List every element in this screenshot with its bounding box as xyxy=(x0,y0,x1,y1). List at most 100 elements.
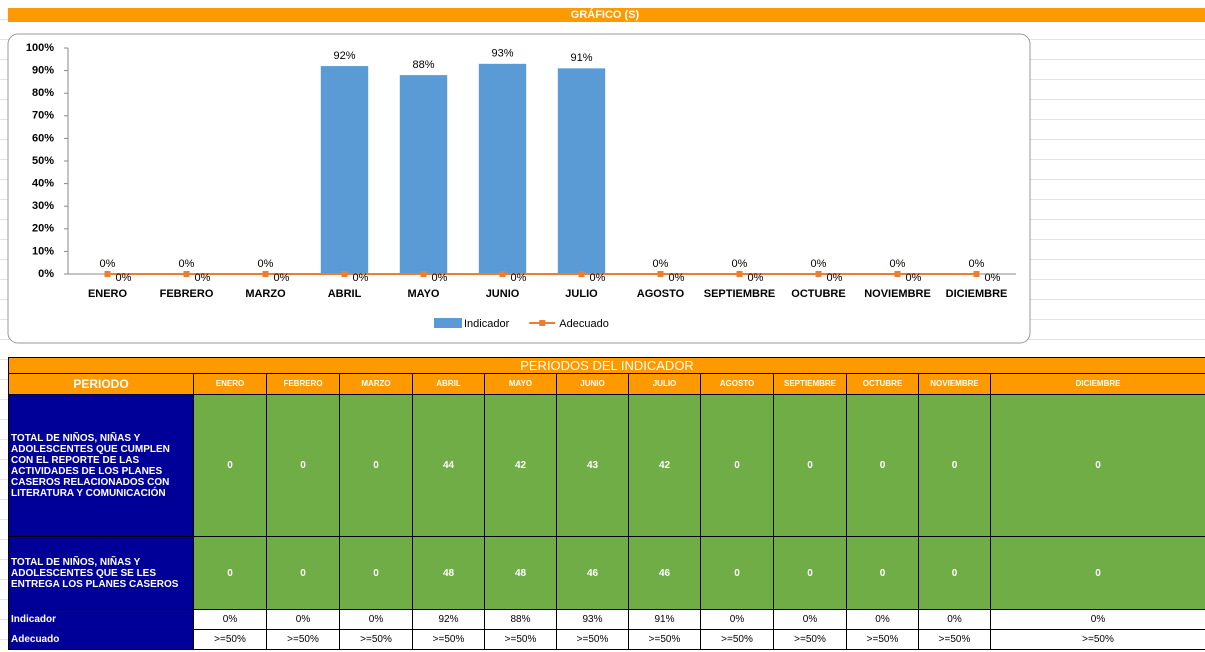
marker xyxy=(262,271,269,277)
data-label: 88% xyxy=(412,59,434,71)
cell: >=50% xyxy=(700,629,774,650)
marker xyxy=(815,271,822,277)
cell: 0% xyxy=(918,609,991,630)
column-header: OCTUBRE xyxy=(846,373,919,395)
cell: >=50% xyxy=(556,629,629,650)
data-label: 0% xyxy=(432,272,448,284)
x-tick-label: OCTUBRE xyxy=(791,288,845,300)
cell: 0 xyxy=(773,394,847,537)
column-header: JULIO xyxy=(628,373,701,395)
cell: 0% xyxy=(773,609,847,630)
x-tick-label: ENERO xyxy=(88,288,128,300)
data-label: 0% xyxy=(195,272,211,284)
data-label: 0% xyxy=(669,272,685,284)
y-tick-label: 90% xyxy=(32,65,54,77)
column-header: MARZO xyxy=(339,373,413,395)
marker xyxy=(973,271,980,277)
cell: 0 xyxy=(266,394,340,537)
bar xyxy=(557,68,606,274)
cell: 42 xyxy=(628,394,701,537)
cell: 92% xyxy=(412,609,485,630)
row-label: TOTAL DE NIÑOS, NIÑAS Y ADOLESCENTES QUE… xyxy=(8,394,194,537)
cell: 0 xyxy=(846,536,919,610)
cell: 91% xyxy=(628,609,701,630)
cell: 0% xyxy=(700,609,774,630)
x-tick-label: JUNIO xyxy=(486,288,520,300)
column-header: SEPTIEMBRE xyxy=(773,373,847,395)
cell: 0 xyxy=(846,394,919,537)
legend-swatch xyxy=(539,320,546,326)
header-row: PERIODO ENERO FEBRERO MARZO ABRIL MAYO JUNIO JU… xyxy=(8,373,1205,395)
marker xyxy=(341,271,348,277)
cell: >=50% xyxy=(193,629,267,650)
bar xyxy=(478,63,527,274)
data-label: 0% xyxy=(353,272,369,284)
chart-title: GRÁFICO (S) xyxy=(571,8,640,21)
bar xyxy=(320,66,369,274)
x-tick-label: NOVIEMBRE xyxy=(864,288,931,300)
row-label: Indicador xyxy=(8,609,194,630)
data-label: 0% xyxy=(258,258,274,270)
marker xyxy=(736,271,743,277)
cell: 0 xyxy=(339,536,413,610)
column-header: DICIEMBRE xyxy=(989,373,1205,395)
table-row: TOTAL DE NIÑOS, NIÑAS Y ADOLESCENTES QUE… xyxy=(8,536,1205,610)
y-tick-label: 100% xyxy=(26,42,54,54)
data-label: 0% xyxy=(511,272,527,284)
cell: 46 xyxy=(628,536,701,610)
cell: 43 xyxy=(556,394,629,537)
cell: 0 xyxy=(989,394,1205,537)
column-header: ABRIL xyxy=(412,373,485,395)
row-label: TOTAL DE NIÑOS, NIÑAS Y ADOLESCENTES QUE… xyxy=(8,536,194,610)
data-label: 0% xyxy=(100,258,116,270)
data-label: 0% xyxy=(748,272,764,284)
data-label: 0% xyxy=(985,272,1001,284)
legend-swatch xyxy=(434,318,462,328)
data-label: 0% xyxy=(653,258,669,270)
x-tick-label: FEBRERO xyxy=(160,288,214,300)
legend-label: Adecuado xyxy=(559,318,609,330)
cell: 48 xyxy=(484,536,557,610)
cell: >=50% xyxy=(628,629,701,650)
cell: >=50% xyxy=(412,629,485,650)
column-header: ENERO xyxy=(193,373,267,395)
marker xyxy=(183,271,190,277)
cell: 0% xyxy=(339,609,413,630)
row-label: Adecuado xyxy=(8,629,194,650)
cell: 0 xyxy=(989,536,1205,610)
data-label: 0% xyxy=(827,272,843,284)
cell: 0 xyxy=(918,394,991,537)
y-tick-label: 70% xyxy=(32,110,54,122)
marker xyxy=(578,271,585,277)
column-header: MAYO xyxy=(484,373,557,395)
column-header: PERIODO xyxy=(8,373,194,395)
column-header: AGOSTO xyxy=(700,373,774,395)
cell: 0 xyxy=(193,536,267,610)
y-tick-label: 30% xyxy=(32,200,54,212)
data-label: 0% xyxy=(116,272,132,284)
x-tick-label: ABRIL xyxy=(328,288,362,300)
cell: 0 xyxy=(700,394,774,537)
cell: >=50% xyxy=(266,629,340,650)
cell: 0 xyxy=(266,536,340,610)
cell: >=50% xyxy=(484,629,557,650)
data-label: 91% xyxy=(570,52,592,64)
data-label: 0% xyxy=(906,272,922,284)
cell: 93% xyxy=(556,609,629,630)
cell: 42 xyxy=(484,394,557,537)
table-row: Adecuado >=50% >=50% >=50% >=50% >=50% >=50% >=… xyxy=(8,629,1205,650)
y-tick-label: 80% xyxy=(32,87,54,99)
y-tick-label: 0% xyxy=(38,268,54,280)
y-tick-label: 50% xyxy=(32,155,54,167)
cell: 0 xyxy=(918,536,991,610)
cell: 44 xyxy=(412,394,485,537)
data-label: 93% xyxy=(491,48,513,60)
x-tick-label: JULIO xyxy=(565,288,598,300)
data-label: 0% xyxy=(890,258,906,270)
cell: 0% xyxy=(846,609,919,630)
cell: 0 xyxy=(339,394,413,537)
marker xyxy=(499,271,506,277)
header-bar xyxy=(8,8,1205,22)
cell: 0 xyxy=(773,536,847,610)
